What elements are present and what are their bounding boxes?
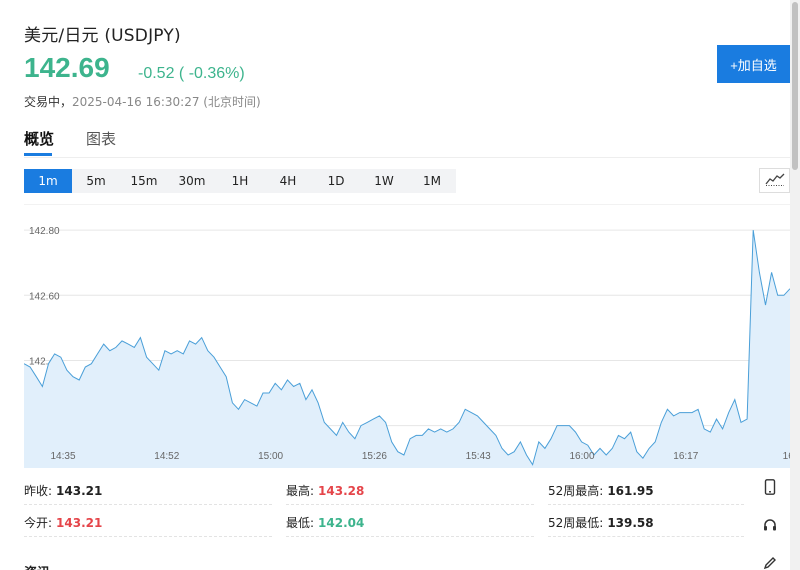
stat-52w-low: 52周最低: 139.58 <box>548 514 654 531</box>
stat-52w-high-label: 52周最高: <box>548 484 604 498</box>
pencil-icon <box>763 555 777 570</box>
news-section-heading: 资讯 <box>24 562 50 570</box>
interval-1w[interactable]: 1W <box>374 174 394 188</box>
price-area <box>24 230 790 468</box>
interval-30m[interactable]: 30m <box>178 174 206 188</box>
stat-52w-high-value: 161.95 <box>607 484 654 498</box>
status-timestamp: 2025-04-16 16:30:27 (北京时间) <box>72 95 261 109</box>
line-chart-icon <box>764 171 785 190</box>
page-scrollbar[interactable] <box>790 0 800 570</box>
scrollbar-thumb[interactable] <box>792 2 798 170</box>
stat-high-label: 最高: <box>286 484 315 498</box>
y-tick-label: 142.60 <box>29 291 60 302</box>
row-divider <box>24 504 272 505</box>
price-change: -0.52 ( -0.36%) <box>138 65 245 82</box>
row-divider <box>548 504 744 505</box>
x-tick-label: 16:00 <box>569 451 594 462</box>
y-tick-label: 142.40 <box>29 356 60 367</box>
mobile-button[interactable] <box>759 478 781 500</box>
price-chart-svg: 142.80142.60142.40142.2014:3514:5215:001… <box>23 203 797 468</box>
interval-15m[interactable]: 15m <box>130 174 158 188</box>
status-label: 交易中， <box>24 95 73 109</box>
interval-1d[interactable]: 1D <box>327 174 345 188</box>
row-divider <box>24 536 272 537</box>
y-tick-label: 142.80 <box>29 226 60 237</box>
row-divider <box>286 536 534 537</box>
stat-high: 最高: 143.28 <box>286 482 364 499</box>
x-tick-label: 15:26 <box>362 451 387 462</box>
x-tick-label: 15:00 <box>258 451 283 462</box>
interval-5m[interactable]: 5m <box>86 174 106 188</box>
stat-52w-low-label: 52周最低: <box>548 516 604 530</box>
x-tick-label: 15:43 <box>466 451 491 462</box>
stat-high-value: 143.28 <box>318 484 365 498</box>
tab-divider <box>24 157 790 158</box>
interval-1h[interactable]: 1H <box>231 174 249 188</box>
row-divider <box>548 536 744 537</box>
row-divider <box>286 504 534 505</box>
active-tab-indicator <box>24 153 52 156</box>
stat-prev-close-label: 昨收: <box>24 484 53 498</box>
interval-selector: 1m 5m 15m 30m 1H 4H 1D 1W 1M <box>24 169 456 193</box>
stat-open-value: 143.21 <box>56 516 103 530</box>
mobile-icon <box>764 479 776 499</box>
x-tick-label: 14:35 <box>50 451 75 462</box>
chart-type-button[interactable] <box>759 168 790 193</box>
stat-prev-close: 昨收: 143.21 <box>24 482 102 499</box>
stats-panel: 昨收: 143.21 最高: 143.28 52周最高: 161.95 今开: 143.… <box>0 472 800 570</box>
interval-4h[interactable]: 4H <box>279 174 297 188</box>
stat-low-value: 142.04 <box>318 516 365 530</box>
support-button[interactable] <box>759 516 781 538</box>
stat-low-label: 最低: <box>286 516 315 530</box>
tab-overview[interactable]: 概览 <box>24 130 55 148</box>
stat-open: 今开: 143.21 <box>24 514 102 531</box>
tab-chart[interactable]: 图表 <box>86 130 117 148</box>
interval-1month[interactable]: 1M <box>423 174 441 188</box>
x-tick-label: 16: <box>783 451 790 462</box>
stat-open-label: 今开: <box>24 516 53 530</box>
trading-status: 交易中，2025-04-16 16:30:27 (北京时间) <box>24 93 261 110</box>
price-chart[interactable]: 142.80142.60142.40142.2014:3514:5215:001… <box>23 203 797 468</box>
last-price: 142.69 <box>24 52 110 83</box>
instrument-title: 美元/日元 (USDJPY) <box>24 26 181 46</box>
x-tick-label: 14:52 <box>154 451 179 462</box>
feedback-button[interactable] <box>759 553 781 570</box>
add-watchlist-button[interactable]: +加自选 <box>717 45 790 83</box>
quote-header: 美元/日元 (USDJPY) 142.69 -0.52 ( -0.36%) 交易… <box>0 0 790 160</box>
stat-prev-close-value: 143.21 <box>56 484 103 498</box>
stat-52w-high: 52周最高: 161.95 <box>548 482 654 499</box>
stat-low: 最低: 142.04 <box>286 514 364 531</box>
interval-1m[interactable]: 1m <box>24 169 72 193</box>
headset-icon <box>762 517 778 537</box>
price-series-line <box>23 230 791 466</box>
x-tick-label: 16:17 <box>673 451 698 462</box>
stat-52w-low-value: 139.58 <box>607 516 654 530</box>
